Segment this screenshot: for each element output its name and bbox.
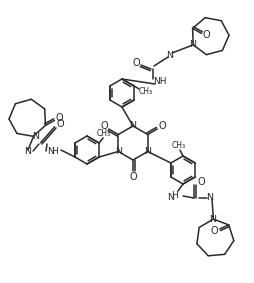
Text: O: O xyxy=(132,58,139,68)
Text: CH₃: CH₃ xyxy=(138,87,153,95)
Text: N: N xyxy=(144,147,151,156)
Text: N: N xyxy=(47,147,54,156)
Text: N: N xyxy=(166,50,173,59)
Text: N: N xyxy=(188,40,195,49)
Text: CH₃: CH₃ xyxy=(97,128,111,138)
Text: N: N xyxy=(206,194,213,203)
Text: N: N xyxy=(167,192,174,201)
Text: O: O xyxy=(157,121,165,131)
Text: O: O xyxy=(100,121,107,131)
Text: N: N xyxy=(31,132,39,141)
Text: CH₃: CH₃ xyxy=(171,140,185,149)
Text: H: H xyxy=(171,192,178,200)
Text: O: O xyxy=(196,177,204,187)
Text: N: N xyxy=(114,147,121,156)
Text: O: O xyxy=(202,30,210,40)
Text: O: O xyxy=(210,226,218,236)
Text: N: N xyxy=(208,215,215,224)
Text: H: H xyxy=(51,147,58,155)
Text: N: N xyxy=(24,147,31,155)
Text: O: O xyxy=(56,119,64,129)
Text: O: O xyxy=(129,171,136,181)
Text: N: N xyxy=(129,121,136,130)
Text: NH: NH xyxy=(153,78,166,87)
Text: O: O xyxy=(55,113,63,123)
